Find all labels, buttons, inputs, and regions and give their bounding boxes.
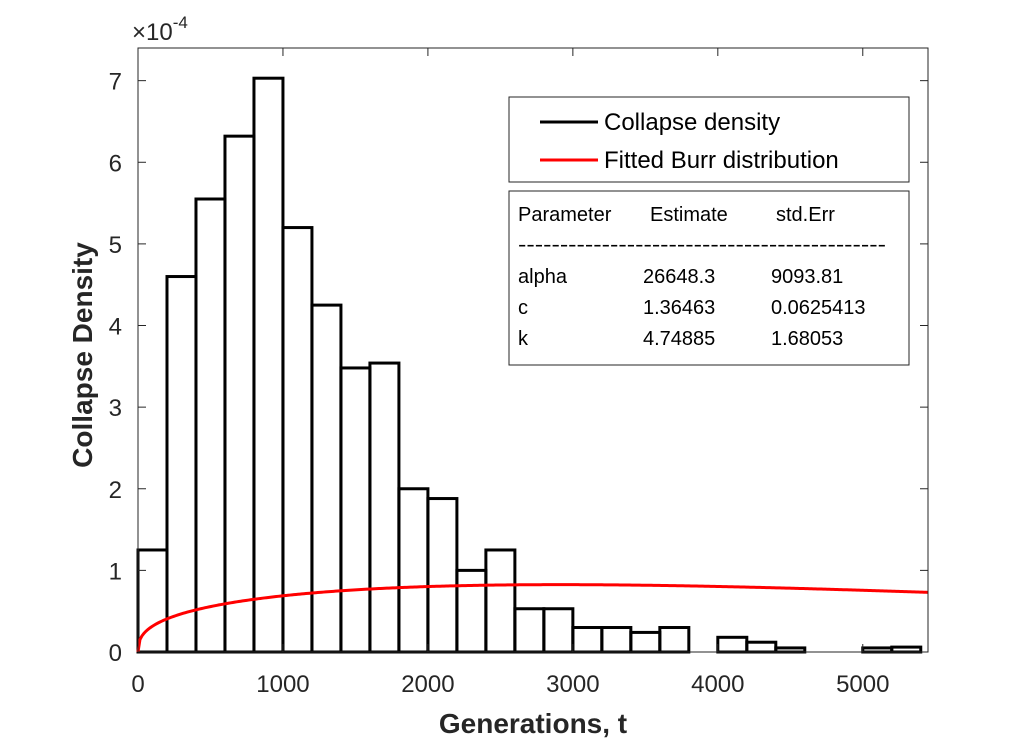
table-row-alpha-estimate: 26648.3 — [643, 266, 715, 288]
x-tick-label: 2000 — [401, 671, 454, 698]
table-row-alpha-stderr: 9093.81 — [771, 266, 843, 288]
legend-label-fitted-burr: Fitted Burr distribution — [604, 147, 839, 174]
table-row-c-param: c — [518, 297, 528, 319]
y-tick-label: 7 — [109, 69, 122, 96]
x-tick-label: 5000 — [836, 671, 889, 698]
y-axis-label: Collapse Density — [67, 242, 98, 468]
legend: Collapse density Fitted Burr distributio… — [508, 96, 910, 183]
y-tick-label: 5 — [109, 232, 122, 259]
x-tick-label: 4000 — [691, 671, 744, 698]
table-row-k-stderr: 1.68053 — [771, 328, 843, 350]
table-header-stderr: std.Err — [776, 204, 835, 226]
x-axis-label: Generations, t — [439, 708, 627, 739]
plot-border — [137, 47, 929, 653]
y-tick-label: 4 — [109, 314, 122, 341]
x-axis-ticks: 0 1000 2000 3000 4000 5000 — [131, 48, 889, 698]
x-tick-label: 3000 — [546, 671, 599, 698]
fitted-burr-curve — [136, 583, 929, 653]
y-axis-ticks: 0 1 2 3 4 5 6 7 — [109, 69, 928, 667]
y-tick-label: 1 — [109, 558, 122, 585]
y-tick-label: 0 — [109, 640, 122, 667]
table-header-parameter: Parameter — [518, 204, 612, 226]
legend-label-collapse-density: Collapse density — [604, 109, 780, 136]
fit-table-box — [508, 190, 910, 366]
table-row-c-estimate: 1.36463 — [643, 297, 715, 319]
y-tick-label: 2 — [109, 477, 122, 504]
table-row-k-param: k — [518, 328, 529, 350]
table-row-alpha-param: alpha — [518, 266, 568, 288]
table-separator: ----------------------------------------… — [518, 234, 886, 256]
y-exponent-label: ×10-4 — [132, 13, 188, 46]
table-row-c-stderr: 0.0625413 — [771, 297, 866, 319]
y-tick-label: 6 — [109, 150, 122, 177]
y-tick-label: 3 — [109, 395, 122, 422]
x-tick-label: 0 — [131, 671, 144, 698]
table-header-estimate: Estimate — [650, 204, 728, 226]
legend-box — [508, 96, 910, 183]
fit-parameter-table: Parameter Estimate std.Err -------------… — [508, 190, 910, 366]
x-tick-label: 1000 — [256, 671, 309, 698]
table-row-k-estimate: 4.74885 — [643, 328, 715, 350]
